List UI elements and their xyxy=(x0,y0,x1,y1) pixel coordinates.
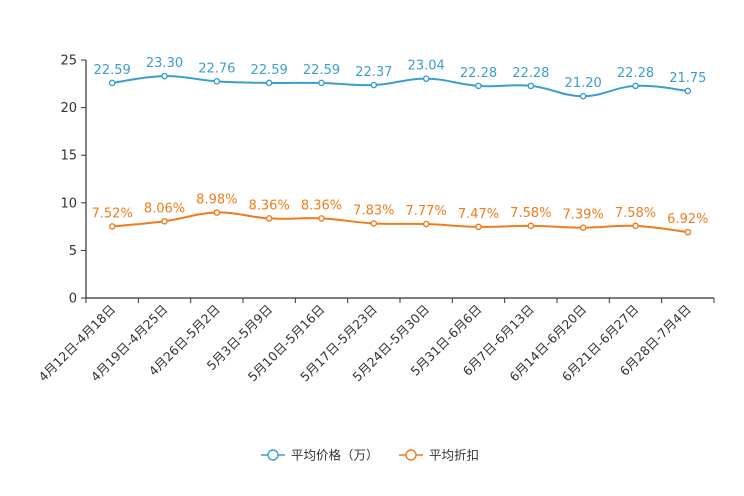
legend-label: 平均折扣 xyxy=(429,448,479,463)
data-point[interactable] xyxy=(318,215,325,222)
data-point[interactable] xyxy=(370,81,378,89)
y-tick-label: 10 xyxy=(60,196,77,211)
data-point[interactable] xyxy=(527,222,535,230)
data-point[interactable] xyxy=(161,72,168,80)
series-line xyxy=(112,75,688,98)
data-point[interactable] xyxy=(318,79,325,87)
data-label: 8.06% xyxy=(144,201,185,216)
data-label: 8.36% xyxy=(301,198,342,213)
data-point[interactable] xyxy=(475,223,482,231)
data-label: 7.58% xyxy=(510,206,551,221)
data-label: 22.76 xyxy=(198,61,235,76)
data-label: 23.30 xyxy=(146,56,183,71)
data-point[interactable] xyxy=(108,223,116,230)
data-point[interactable] xyxy=(579,224,587,231)
data-point[interactable] xyxy=(684,87,692,95)
data-point[interactable] xyxy=(422,220,430,228)
y-tick-label: 15 xyxy=(60,149,77,164)
y-tick-label: 0 xyxy=(69,292,77,307)
data-point[interactable] xyxy=(527,82,535,90)
data-point[interactable] xyxy=(684,228,692,236)
data-label: 22.28 xyxy=(617,66,654,81)
data-point[interactable] xyxy=(108,79,116,87)
series-avg-price: 22.59 23.30 22.76 22.59 22.59 22.37 23.04 22.28… xyxy=(94,56,706,100)
data-point[interactable] xyxy=(265,79,273,87)
series-layer: 22.59 23.30 22.76 22.59 22.59 22.37 23.04 22.28… xyxy=(92,56,708,236)
data-point[interactable] xyxy=(161,217,168,225)
series-avg-discount: 7.52% 8.06% 8.98% 8.36% 8.36% 7.83% 7.77% 7.47%… xyxy=(92,193,708,236)
y-tick-label: 5 xyxy=(69,244,77,259)
data-point[interactable] xyxy=(265,215,273,222)
legend-item-avg-price[interactable]: 平均价格（万） xyxy=(261,448,379,463)
legend-marker xyxy=(405,449,417,461)
data-label: 7.58% xyxy=(615,206,656,221)
data-label: 8.36% xyxy=(249,198,290,213)
data-point[interactable] xyxy=(422,75,430,82)
series-line xyxy=(112,211,688,234)
data-label: 21.75 xyxy=(669,71,706,86)
data-label: 7.52% xyxy=(92,206,133,221)
data-label: 7.83% xyxy=(353,203,394,218)
y-tick-label: 20 xyxy=(60,101,77,116)
legend[interactable]: 平均价格（万） 平均折扣 xyxy=(261,448,479,463)
data-label: 22.59 xyxy=(94,63,131,78)
axes: 05101520254月12日-4月18日4月19日-4月25日4月26日-5月… xyxy=(35,54,715,384)
data-point[interactable] xyxy=(213,78,221,85)
data-label: 22.59 xyxy=(251,63,288,78)
data-label: 7.77% xyxy=(406,204,447,219)
data-point[interactable] xyxy=(579,92,587,100)
data-point[interactable] xyxy=(632,222,639,230)
legend-marker xyxy=(267,449,279,461)
legend-label: 平均价格（万） xyxy=(291,448,379,463)
data-label: 8.98% xyxy=(196,193,237,208)
data-label: 22.59 xyxy=(303,63,340,78)
y-tick-label: 25 xyxy=(60,54,77,69)
data-label: 22.28 xyxy=(460,66,497,81)
data-point[interactable] xyxy=(632,82,639,90)
data-label: 21.20 xyxy=(565,76,602,91)
data-label: 7.39% xyxy=(563,208,604,223)
data-label: 23.04 xyxy=(408,59,445,74)
legend-item-avg-discount[interactable]: 平均折扣 xyxy=(399,448,479,463)
data-point[interactable] xyxy=(475,82,482,90)
data-label: 22.28 xyxy=(512,66,549,81)
data-label: 6.92% xyxy=(667,212,708,227)
data-label: 22.37 xyxy=(355,65,392,80)
data-point[interactable] xyxy=(213,209,221,216)
data-point[interactable] xyxy=(370,220,378,227)
data-label: 7.47% xyxy=(458,207,499,222)
